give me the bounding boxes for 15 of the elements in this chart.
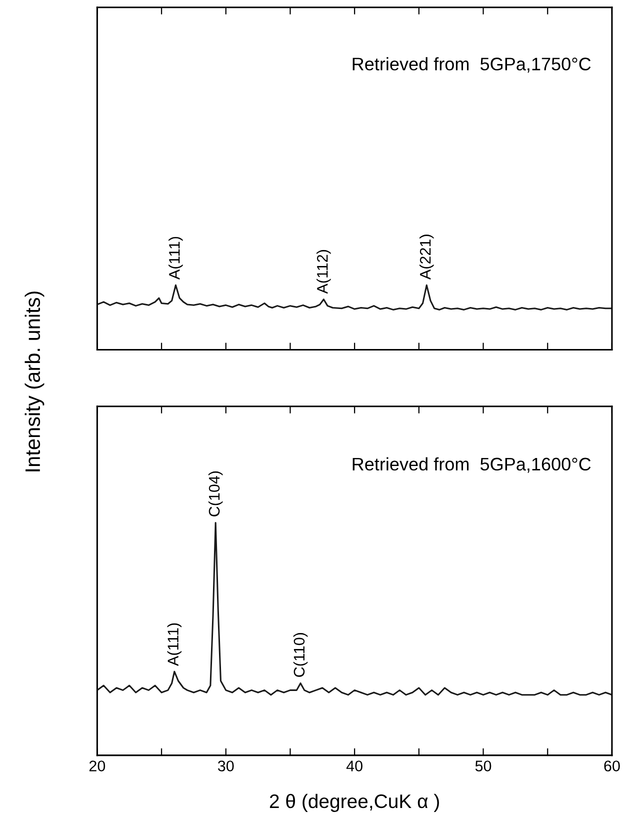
y-axis-title: Intensity (arb. units)	[24, 292, 44, 472]
x-tick-label: 50	[475, 760, 492, 772]
x-tick-label: 40	[346, 760, 362, 772]
x-tick-label: 20	[89, 760, 106, 772]
chart-title: Retrieved from 5GPa,1600°C	[352, 457, 591, 473]
annotation: C(104)	[208, 471, 223, 516]
x-tick-label: 30	[218, 760, 234, 772]
annotation: A(111)	[168, 236, 183, 280]
x-tick-label: 60	[604, 760, 620, 772]
annotation: A(111)	[167, 623, 182, 666]
annotation: A(221)	[420, 234, 434, 280]
annotation: A(112)	[316, 250, 331, 294]
chart-title: Retrieved from 5GPa,1750°C	[352, 57, 591, 73]
x-axis-title: 2 θ (degree,CuK α )	[270, 794, 439, 812]
annotation: C(110)	[293, 633, 308, 677]
